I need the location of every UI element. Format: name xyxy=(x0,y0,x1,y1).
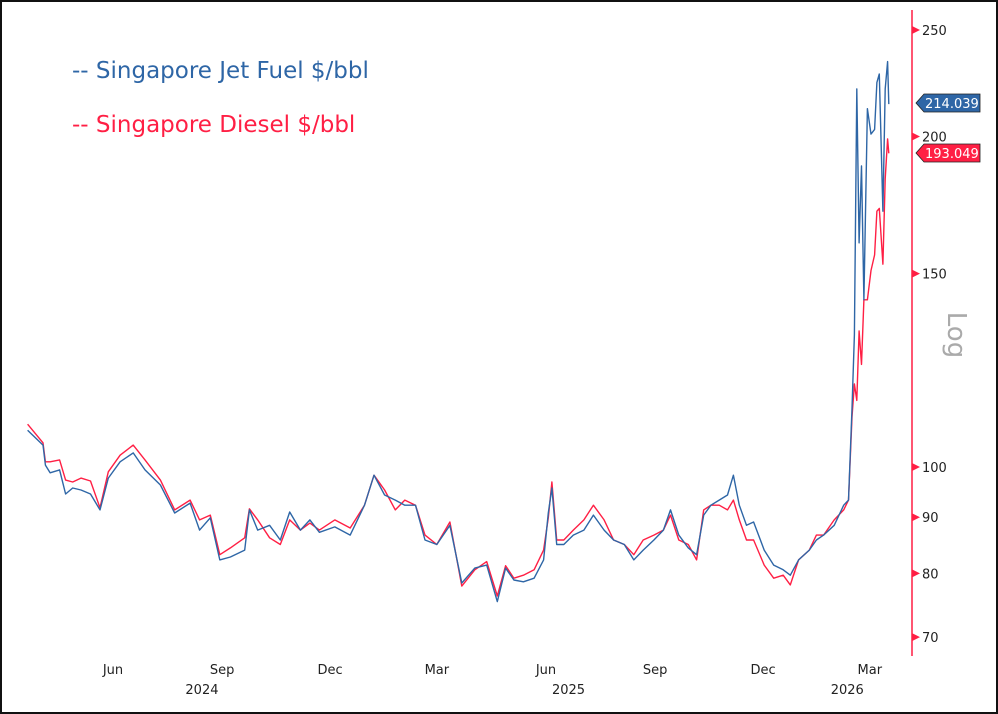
y-tick-label: 90 xyxy=(922,511,939,526)
year-label: 2025 xyxy=(552,683,585,698)
x-tick-label: Sep xyxy=(643,663,668,678)
series-lines xyxy=(27,60,890,603)
y-tick-mark xyxy=(912,26,920,35)
year-label: 2026 xyxy=(831,683,864,698)
jet-value-tag xyxy=(915,93,981,113)
x-tick-label: Dec xyxy=(750,663,775,678)
x-tick-label: Dec xyxy=(318,663,343,678)
y-tick-label: 250 xyxy=(922,24,947,39)
y-tick-label: 100 xyxy=(922,461,947,476)
x-tick-label: Jun xyxy=(535,663,556,678)
y-tick-mark xyxy=(912,569,920,578)
diesel-value-tag xyxy=(915,143,981,163)
x-tick-label: Sep xyxy=(210,663,235,678)
y-tick-label: 70 xyxy=(922,631,939,646)
y-tick-label: 200 xyxy=(922,130,947,145)
diesel-line xyxy=(27,138,890,597)
jet-last-value: 214.039 xyxy=(925,97,979,112)
x-tick-label: Jun xyxy=(102,663,123,678)
legend-diesel: -- Singapore Diesel $/bbl xyxy=(72,112,355,138)
x-ticks: Jun Sep Dec Mar Jun Sep Dec Mar 2024 2025 2026 xyxy=(102,663,883,698)
y-tick-mark xyxy=(912,513,920,522)
y-tick-mark xyxy=(912,269,920,278)
jet-fuel-line xyxy=(27,60,890,603)
y-tick-label: 150 xyxy=(922,268,947,283)
y-ticks: 70 80 90 100 150 200 250 xyxy=(912,24,947,646)
year-label: 2024 xyxy=(185,683,218,698)
y-tick-mark xyxy=(912,633,920,642)
diesel-last-value: 193.049 xyxy=(925,147,979,162)
last-value-tags: 214.039 193.049 xyxy=(915,93,981,163)
legend-jet-fuel: -- Singapore Jet Fuel $/bbl xyxy=(72,58,369,84)
y-tick-label: 80 xyxy=(922,567,939,582)
y-tick-mark xyxy=(912,132,920,141)
x-tick-label: Mar xyxy=(425,663,450,678)
x-tick-label: Mar xyxy=(858,663,883,678)
y-tick-mark xyxy=(912,463,920,471)
log-scale-label: Log xyxy=(941,312,971,358)
